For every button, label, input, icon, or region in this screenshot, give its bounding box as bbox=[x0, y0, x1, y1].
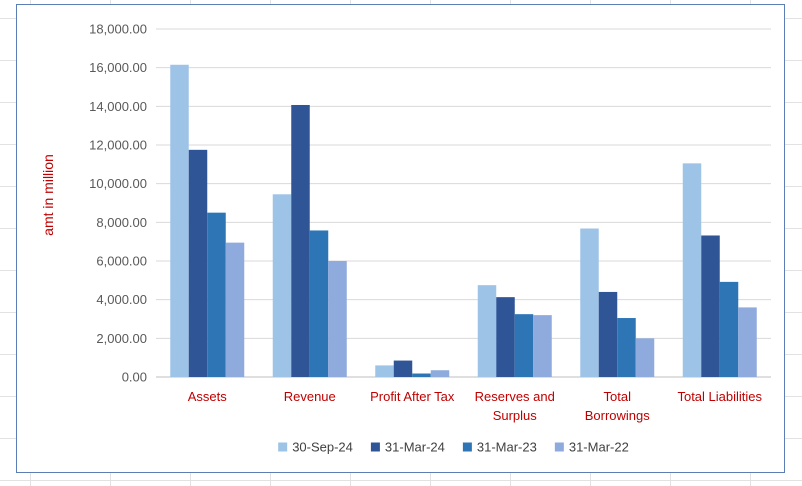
x-category-label: Revenue bbox=[284, 389, 336, 404]
legend-label: 31-Mar-24 bbox=[385, 440, 445, 455]
y-axis-label: amt in million bbox=[40, 154, 56, 236]
bar-31-mar-24[interactable] bbox=[188, 149, 208, 377]
y-tick-label: 6,000.00 bbox=[96, 254, 147, 269]
bar-31-mar-24[interactable] bbox=[598, 291, 618, 377]
legend: 30-Sep-24 31-Mar-24 31-Mar-23 31-Mar-22 bbox=[278, 440, 629, 455]
x-category-label: Reserves and bbox=[475, 389, 555, 404]
legend-swatch bbox=[370, 442, 380, 452]
bar-31-mar-24[interactable] bbox=[496, 297, 515, 377]
bar-31-mar-23[interactable] bbox=[412, 373, 431, 377]
legend-label: 31-Mar-23 bbox=[477, 440, 537, 455]
bar-30-sep-24[interactable] bbox=[477, 285, 497, 377]
bar-30-sep-24[interactable] bbox=[375, 365, 394, 377]
legend-swatch bbox=[462, 442, 472, 452]
bar-30-sep-24[interactable] bbox=[682, 163, 702, 377]
bars bbox=[170, 64, 757, 377]
bar-31-mar-22[interactable] bbox=[225, 242, 245, 377]
x-category-label: Borrowings bbox=[585, 408, 651, 423]
y-tick-label: 14,000.00 bbox=[89, 99, 147, 114]
gridlines bbox=[156, 28, 771, 378]
bar-31-mar-22[interactable] bbox=[328, 261, 347, 377]
x-axis-categories: Assets Revenue Profit After Tax Reserves an… bbox=[188, 389, 763, 423]
y-tick-label: 2,000.00 bbox=[96, 331, 147, 346]
y-tick-label: 12,000.00 bbox=[89, 138, 147, 153]
y-tick-label: 18,000.00 bbox=[89, 22, 147, 37]
y-tick-label: 4,000.00 bbox=[96, 292, 147, 307]
y-tick-label: 16,000.00 bbox=[89, 60, 147, 75]
bar-chart: 0.00 2,000.00 4,000.00 6,000.00 8,000.00 10,0… bbox=[40, 22, 771, 455]
bar-31-mar-23[interactable] bbox=[719, 281, 739, 377]
chart-area[interactable]: 0.00 2,000.00 4,000.00 6,000.00 8,000.00 10,0… bbox=[16, 4, 785, 473]
bar-31-mar-22[interactable] bbox=[430, 370, 450, 377]
x-category-label: Total bbox=[604, 389, 632, 404]
bar-31-mar-23[interactable] bbox=[309, 230, 329, 377]
bar-31-mar-23[interactable] bbox=[514, 314, 534, 377]
x-category-label: Profit After Tax bbox=[370, 389, 455, 404]
x-category-label: Assets bbox=[188, 389, 228, 404]
bar-30-sep-24[interactable] bbox=[580, 228, 599, 377]
bar-31-mar-23[interactable] bbox=[617, 318, 636, 377]
bar-31-mar-24[interactable] bbox=[291, 104, 310, 377]
bar-30-sep-24[interactable] bbox=[170, 64, 189, 377]
bar-31-mar-22[interactable] bbox=[738, 307, 757, 377]
y-axis-ticks: 0.00 2,000.00 4,000.00 6,000.00 8,000.00 10,0… bbox=[89, 22, 147, 385]
bar-31-mar-24[interactable] bbox=[701, 235, 720, 377]
bar-31-mar-22[interactable] bbox=[533, 315, 552, 377]
x-category-label: Total Liabilities bbox=[677, 389, 762, 404]
legend-label: 30-Sep-24 bbox=[292, 440, 353, 455]
legend-swatch bbox=[554, 442, 564, 452]
y-tick-label: 10,000.00 bbox=[89, 176, 147, 191]
bar-31-mar-24[interactable] bbox=[393, 360, 413, 377]
x-category-label: Surplus bbox=[493, 408, 538, 423]
legend-label: 31-Mar-22 bbox=[569, 440, 629, 455]
bar-30-sep-24[interactable] bbox=[272, 194, 292, 377]
y-tick-label: 0.00 bbox=[122, 370, 147, 385]
bar-31-mar-23[interactable] bbox=[207, 212, 226, 377]
y-tick-label: 8,000.00 bbox=[96, 215, 147, 230]
bar-31-mar-22[interactable] bbox=[635, 338, 655, 377]
legend-swatch bbox=[278, 442, 288, 452]
